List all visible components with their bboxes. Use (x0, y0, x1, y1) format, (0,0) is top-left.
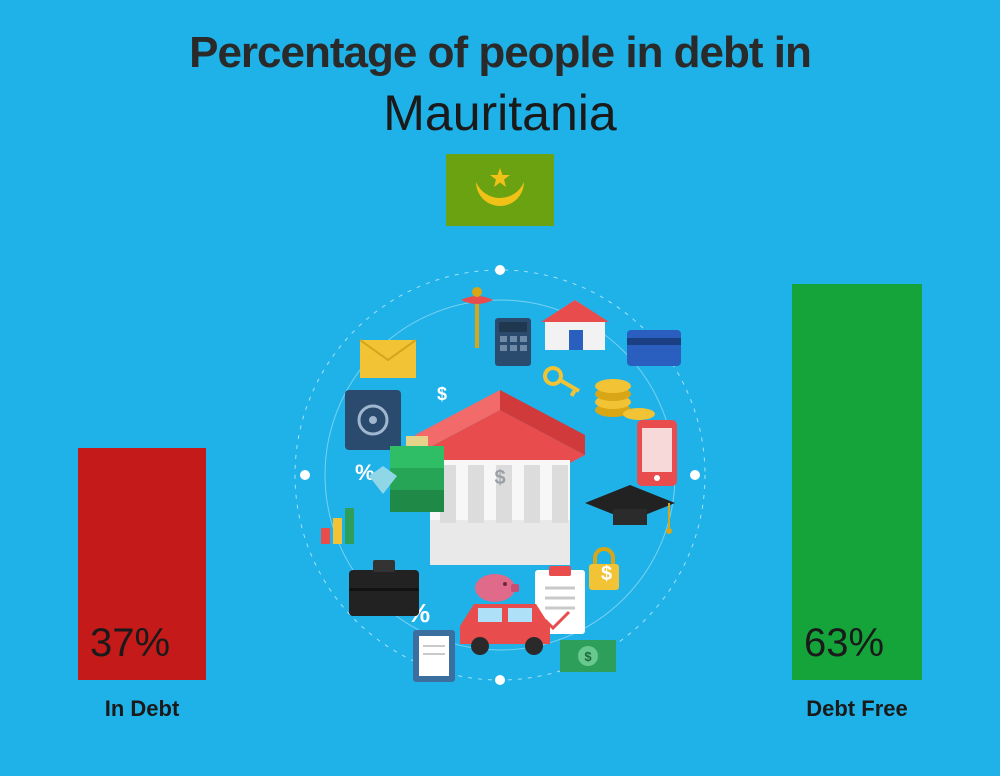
phone-icon (637, 420, 677, 486)
bar-label-in-debt: In Debt (105, 696, 180, 722)
center-finance-graphic: $ (285, 260, 715, 690)
svg-text:$: $ (437, 384, 447, 404)
car-icon (460, 604, 550, 655)
key-icon (542, 365, 583, 398)
caduceus-icon (461, 287, 493, 348)
svg-text:$: $ (494, 467, 505, 489)
title-country: Mauritania (0, 84, 1000, 142)
flag-mauritania (446, 154, 554, 226)
bar-label-debt-free: Debt Free (806, 696, 907, 722)
briefcase-icon (349, 560, 419, 616)
calculator-icon (495, 318, 531, 366)
bar-in-debt: 37% (78, 448, 206, 680)
credit-card-icon (627, 330, 681, 366)
coins-icon (595, 379, 655, 420)
graduation-cap-icon (585, 485, 675, 534)
cash-stack-icon (390, 436, 444, 512)
svg-text:$: $ (584, 649, 592, 664)
mini-chart-icon (321, 508, 354, 544)
clipboard2-icon (413, 630, 455, 682)
safe-icon (345, 390, 401, 450)
cash-icon: $ (560, 640, 616, 672)
percent-icon-2: % (355, 460, 375, 485)
svg-text:$: $ (601, 563, 612, 585)
bar-value-debt-free: 63% (804, 621, 884, 666)
bar-group-in-debt: 37% In Debt (78, 448, 206, 722)
envelope-icon (360, 340, 416, 378)
title-line1: Percentage of people in debt in (0, 0, 1000, 78)
piggy-icon (475, 574, 519, 602)
bar-debt-free: 63% (792, 284, 922, 680)
bar-group-debt-free: 63% Debt Free (792, 284, 922, 722)
bar-value-in-debt: 37% (90, 621, 170, 666)
flag-bg-rect (446, 154, 554, 226)
